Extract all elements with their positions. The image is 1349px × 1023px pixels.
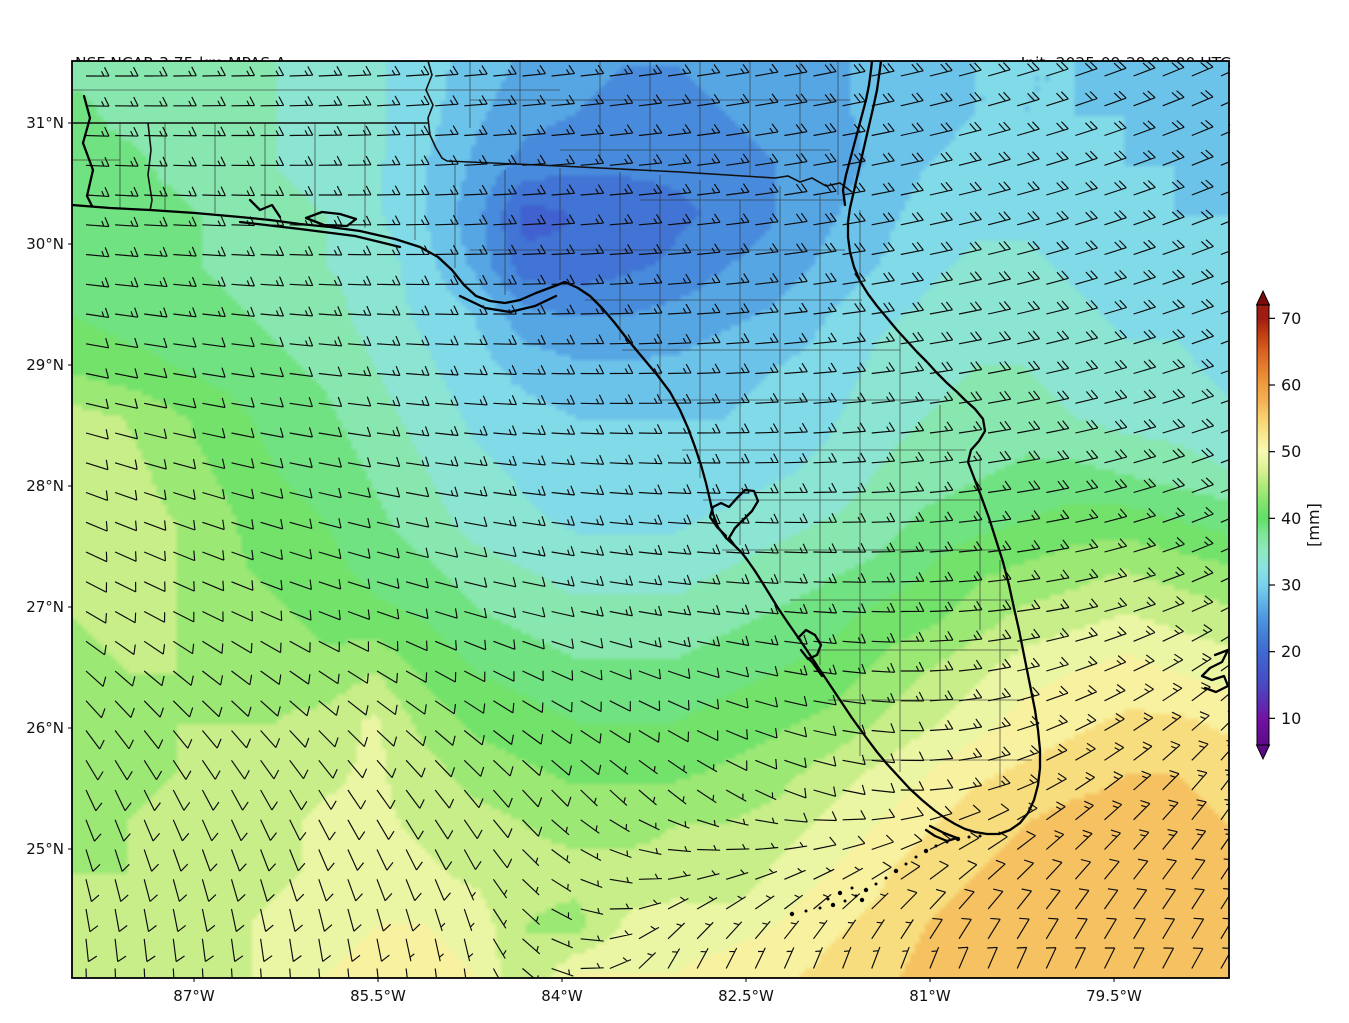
lat-tick-label: 29°N — [26, 356, 64, 374]
colorbar-tick-label: 20 — [1281, 642, 1301, 661]
plot-frame — [71, 60, 1230, 979]
colorbar-tick-label: 70 — [1281, 309, 1301, 328]
axis-labels: 87°W 85.5°W 84°W 82.5°W 81°W 79.5°W 31°N 30°N 29… — [26, 114, 1142, 1005]
map-layers — [72, 61, 1229, 978]
colorbar-units-label: [mm] — [1304, 503, 1323, 547]
county-boundaries — [72, 61, 1032, 788]
colorbar-over-arrow — [1255, 289, 1271, 306]
lon-tick-label: 81°W — [909, 987, 951, 1005]
lon-tick-label: 82.5°W — [718, 987, 774, 1005]
lat-tick-label: 31°N — [26, 114, 64, 132]
lat-tick-label: 26°N — [26, 719, 64, 737]
colorbar-gradient — [1256, 304, 1270, 746]
lon-tick-label: 87°W — [173, 987, 215, 1005]
colorbar-tick-label: 30 — [1281, 576, 1301, 595]
colorbar-tick-label: 10 — [1281, 709, 1301, 728]
lon-tick-label: 85.5°W — [350, 987, 406, 1005]
state-borders — [72, 61, 853, 212]
colorbar: 10 20 30 40 50 60 70 [mm] — [1255, 289, 1323, 761]
lat-tick-label: 30°N — [26, 235, 64, 253]
lon-tick-label: 84°W — [541, 987, 583, 1005]
colorbar-tick-label: 60 — [1281, 376, 1301, 395]
florida-keys-islands — [789, 834, 982, 917]
lon-tick-label: 79.5°W — [1086, 987, 1142, 1005]
colorbar-under-arrow — [1255, 744, 1271, 761]
coastline — [72, 61, 1229, 843]
colorbar-tick-label: 40 — [1281, 509, 1301, 528]
wind-barbs — [85, 61, 1229, 978]
lat-tick-label: 27°N — [26, 598, 64, 616]
lat-tick-label: 25°N — [26, 840, 64, 858]
colorbar-tick-label: 50 — [1281, 442, 1301, 461]
lat-tick-label: 28°N — [26, 477, 64, 495]
